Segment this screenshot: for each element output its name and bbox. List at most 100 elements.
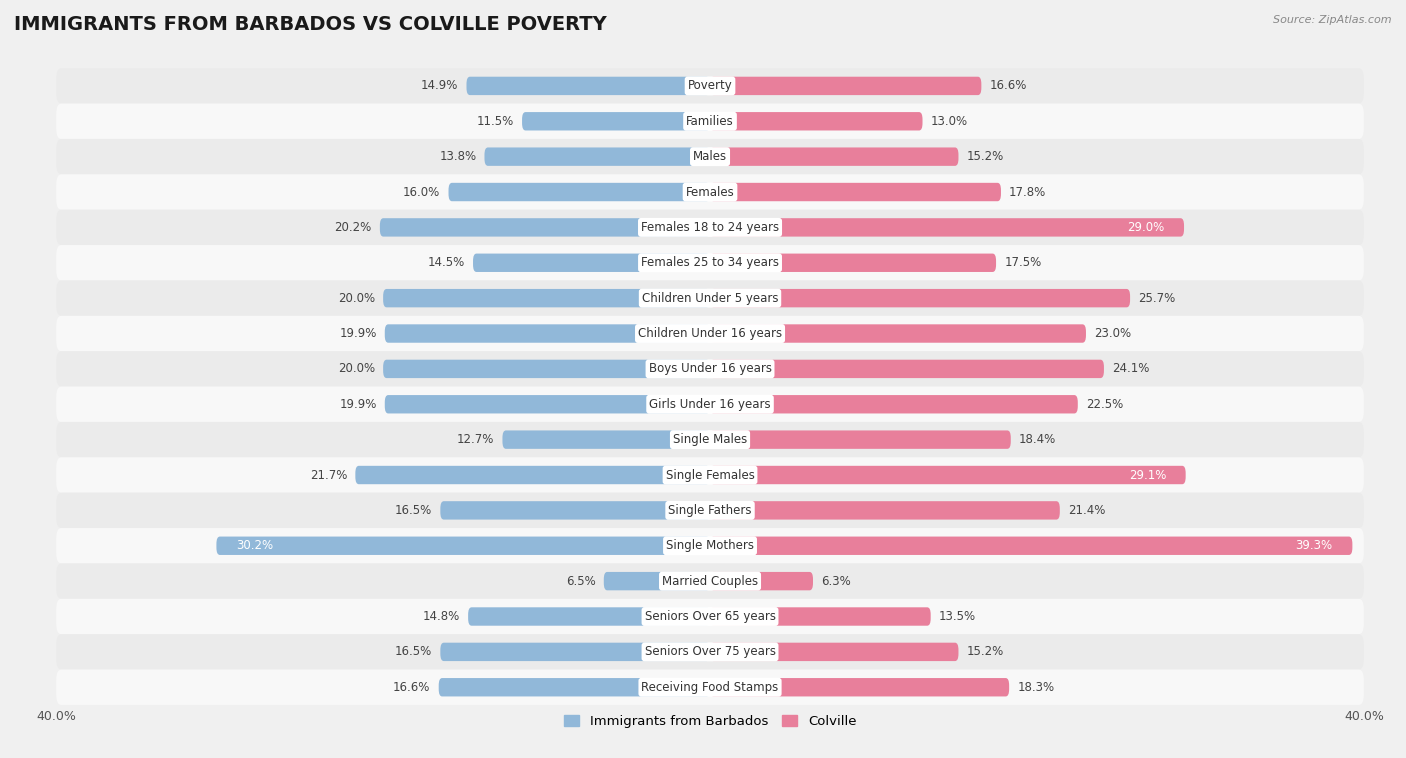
FancyBboxPatch shape [56, 174, 1364, 210]
Text: 21.7%: 21.7% [309, 468, 347, 481]
FancyBboxPatch shape [502, 431, 710, 449]
FancyBboxPatch shape [56, 493, 1364, 528]
FancyBboxPatch shape [710, 324, 1085, 343]
Text: 16.6%: 16.6% [394, 681, 430, 694]
FancyBboxPatch shape [710, 572, 813, 590]
Text: 16.5%: 16.5% [395, 645, 432, 659]
FancyBboxPatch shape [385, 395, 710, 413]
FancyBboxPatch shape [56, 245, 1364, 280]
FancyBboxPatch shape [710, 112, 922, 130]
FancyBboxPatch shape [439, 678, 710, 697]
Text: 18.4%: 18.4% [1019, 433, 1056, 446]
FancyBboxPatch shape [56, 563, 1364, 599]
FancyBboxPatch shape [56, 68, 1364, 104]
FancyBboxPatch shape [468, 607, 710, 625]
Text: 20.2%: 20.2% [335, 221, 371, 234]
Text: 17.5%: 17.5% [1004, 256, 1042, 269]
Text: Married Couples: Married Couples [662, 575, 758, 587]
FancyBboxPatch shape [710, 77, 981, 95]
Text: 17.8%: 17.8% [1010, 186, 1046, 199]
Text: 16.0%: 16.0% [404, 186, 440, 199]
Text: 13.5%: 13.5% [939, 610, 976, 623]
FancyBboxPatch shape [710, 183, 1001, 201]
FancyBboxPatch shape [522, 112, 710, 130]
FancyBboxPatch shape [710, 431, 1011, 449]
FancyBboxPatch shape [710, 678, 1010, 697]
FancyBboxPatch shape [380, 218, 710, 236]
Text: 16.6%: 16.6% [990, 80, 1026, 92]
Text: Families: Families [686, 114, 734, 128]
Text: 29.1%: 29.1% [1129, 468, 1166, 481]
FancyBboxPatch shape [356, 466, 710, 484]
Text: 15.2%: 15.2% [967, 150, 1004, 163]
FancyBboxPatch shape [382, 289, 710, 307]
Text: 13.8%: 13.8% [439, 150, 477, 163]
Text: 16.5%: 16.5% [395, 504, 432, 517]
Text: Receiving Food Stamps: Receiving Food Stamps [641, 681, 779, 694]
FancyBboxPatch shape [710, 501, 1060, 519]
Text: 29.0%: 29.0% [1128, 221, 1164, 234]
Text: IMMIGRANTS FROM BARBADOS VS COLVILLE POVERTY: IMMIGRANTS FROM BARBADOS VS COLVILLE POV… [14, 15, 607, 34]
Text: Poverty: Poverty [688, 80, 733, 92]
FancyBboxPatch shape [710, 360, 1104, 378]
FancyBboxPatch shape [603, 572, 710, 590]
FancyBboxPatch shape [56, 139, 1364, 174]
Text: 15.2%: 15.2% [967, 645, 1004, 659]
Text: 30.2%: 30.2% [236, 539, 273, 553]
Text: Females 18 to 24 years: Females 18 to 24 years [641, 221, 779, 234]
FancyBboxPatch shape [56, 210, 1364, 245]
Text: Seniors Over 75 years: Seniors Over 75 years [644, 645, 776, 659]
FancyBboxPatch shape [440, 501, 710, 519]
Text: Females: Females [686, 186, 734, 199]
Text: Seniors Over 65 years: Seniors Over 65 years [644, 610, 776, 623]
Text: 13.0%: 13.0% [931, 114, 967, 128]
FancyBboxPatch shape [710, 537, 1353, 555]
Text: 6.5%: 6.5% [565, 575, 596, 587]
FancyBboxPatch shape [485, 148, 710, 166]
FancyBboxPatch shape [710, 148, 959, 166]
Text: Boys Under 16 years: Boys Under 16 years [648, 362, 772, 375]
Text: 19.9%: 19.9% [339, 398, 377, 411]
Text: 20.0%: 20.0% [337, 362, 375, 375]
Text: Single Females: Single Females [665, 468, 755, 481]
Text: 25.7%: 25.7% [1139, 292, 1175, 305]
FancyBboxPatch shape [56, 387, 1364, 422]
Text: Children Under 5 years: Children Under 5 years [641, 292, 779, 305]
FancyBboxPatch shape [56, 280, 1364, 316]
FancyBboxPatch shape [710, 289, 1130, 307]
Text: 11.5%: 11.5% [477, 114, 515, 128]
Text: 18.3%: 18.3% [1018, 681, 1054, 694]
Text: 21.4%: 21.4% [1069, 504, 1105, 517]
FancyBboxPatch shape [710, 607, 931, 625]
FancyBboxPatch shape [382, 360, 710, 378]
FancyBboxPatch shape [56, 528, 1364, 563]
FancyBboxPatch shape [710, 218, 1184, 236]
FancyBboxPatch shape [56, 351, 1364, 387]
Text: 12.7%: 12.7% [457, 433, 495, 446]
FancyBboxPatch shape [56, 422, 1364, 457]
Text: 14.9%: 14.9% [420, 80, 458, 92]
FancyBboxPatch shape [710, 643, 959, 661]
FancyBboxPatch shape [440, 643, 710, 661]
Legend: Immigrants from Barbados, Colville: Immigrants from Barbados, Colville [558, 709, 862, 733]
FancyBboxPatch shape [472, 254, 710, 272]
Text: 39.3%: 39.3% [1296, 539, 1333, 553]
FancyBboxPatch shape [56, 457, 1364, 493]
Text: 23.0%: 23.0% [1094, 327, 1132, 340]
Text: Source: ZipAtlas.com: Source: ZipAtlas.com [1274, 15, 1392, 25]
Text: Single Fathers: Single Fathers [668, 504, 752, 517]
FancyBboxPatch shape [710, 466, 1185, 484]
Text: Females 25 to 34 years: Females 25 to 34 years [641, 256, 779, 269]
Text: 14.5%: 14.5% [427, 256, 465, 269]
Text: 6.3%: 6.3% [821, 575, 851, 587]
Text: 14.8%: 14.8% [423, 610, 460, 623]
Text: Girls Under 16 years: Girls Under 16 years [650, 398, 770, 411]
Text: Children Under 16 years: Children Under 16 years [638, 327, 782, 340]
Text: Males: Males [693, 150, 727, 163]
FancyBboxPatch shape [56, 669, 1364, 705]
FancyBboxPatch shape [217, 537, 710, 555]
FancyBboxPatch shape [449, 183, 710, 201]
Text: Single Mothers: Single Mothers [666, 539, 754, 553]
FancyBboxPatch shape [710, 254, 995, 272]
FancyBboxPatch shape [56, 599, 1364, 634]
